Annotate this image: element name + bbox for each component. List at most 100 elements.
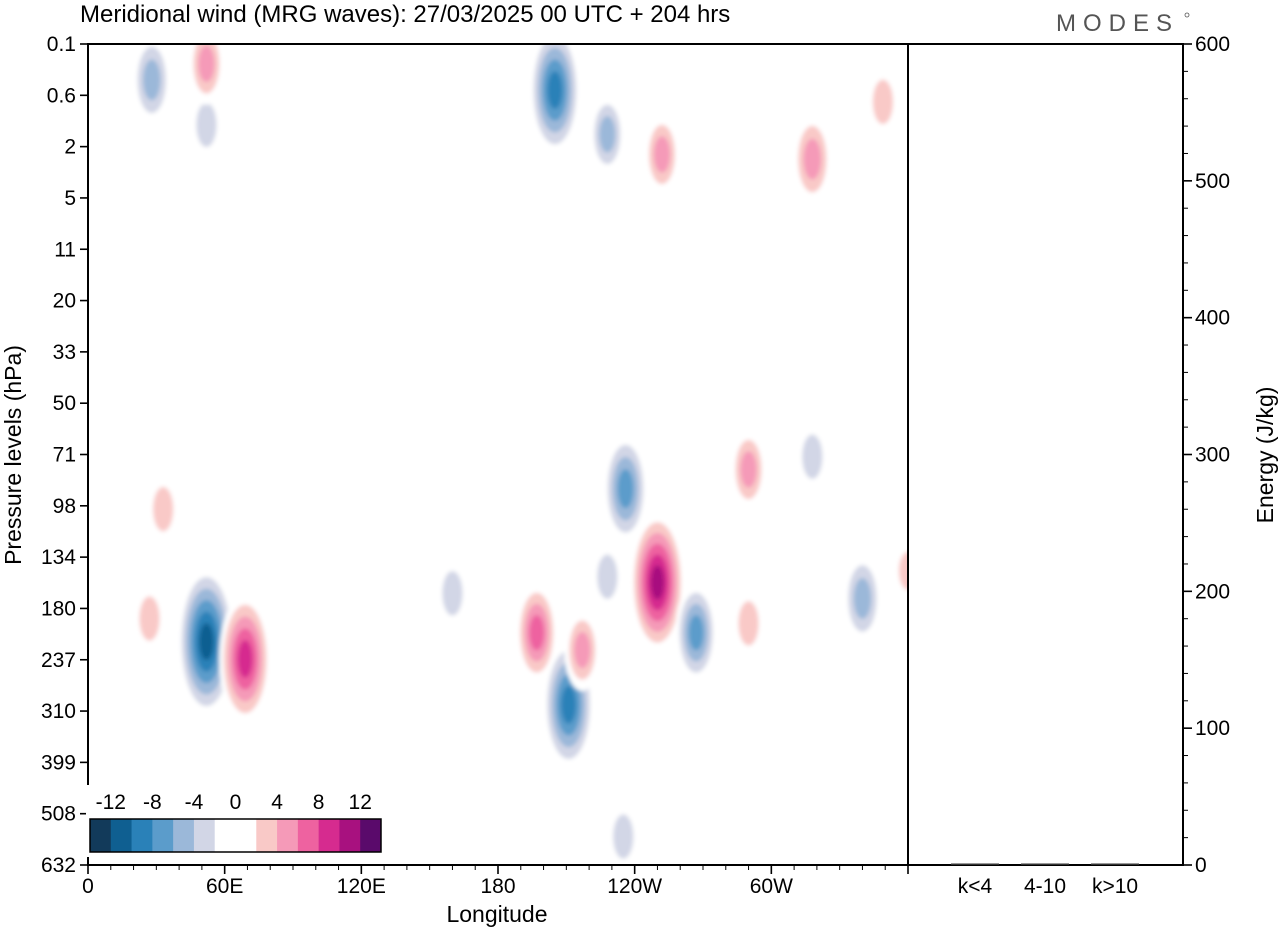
- heatmap-feature: [792, 113, 832, 206]
- heatmap-feature: [602, 432, 649, 545]
- heatmap-feature: [629, 511, 686, 654]
- heatmap-feature: [147, 230, 175, 283]
- colorbar-swatch: [360, 819, 382, 852]
- x-tick-label: 180: [480, 875, 515, 898]
- colorbar-swatch: [256, 819, 278, 852]
- heatmap-contour: [613, 814, 634, 859]
- colorbar-swatch: [110, 819, 132, 852]
- x-tick-label: 120E: [337, 875, 386, 898]
- heatmap-feature: [893, 539, 908, 602]
- heatmap-contour: [279, 171, 307, 224]
- heatmap-feature: [842, 552, 883, 645]
- heatmap-frame: [87, 43, 909, 866]
- heatmap-feature: [515, 581, 558, 684]
- heatmap-feature: [674, 581, 718, 684]
- heatmap-feature: [621, 159, 648, 212]
- heatmap-feature: [132, 44, 172, 126]
- colorbar: -12 -8 -4 0 4 8 12: [86, 785, 385, 857]
- y-tick-label: 5: [64, 187, 76, 210]
- heatmap-feature: [436, 557, 469, 630]
- heatmap-contour: [263, 587, 291, 640]
- heatmap-feature: [146, 473, 180, 546]
- heatmap-feature: [530, 802, 557, 855]
- heatmap-contour: [462, 183, 489, 236]
- y-tick-label: 310: [41, 700, 76, 723]
- heatmap-feature: [219, 592, 272, 725]
- y-tick-label: 98: [53, 495, 76, 518]
- heatmap-contour: [530, 802, 557, 855]
- energy-bar: [1091, 863, 1139, 865]
- heatmap-contour: [153, 486, 174, 532]
- y-tick-label: 237: [41, 649, 76, 672]
- colorbar-label: 8: [313, 791, 325, 814]
- colorbar-swatch: [214, 819, 236, 852]
- heatmap-feature: [606, 800, 640, 865]
- energy-tick-label: 400: [1195, 307, 1230, 330]
- energy-tick-label: 600: [1195, 33, 1230, 56]
- heatmap-feature: [188, 44, 225, 105]
- heatmap-feature: [115, 319, 143, 372]
- colorbar-swatch: [90, 819, 112, 852]
- colorbar-label: -8: [143, 791, 162, 814]
- heatmap-feature: [336, 391, 364, 444]
- energy-category-label: 4-10: [1024, 875, 1066, 898]
- heatmap-contour: [654, 136, 670, 173]
- colorbar-swatch: [152, 819, 174, 852]
- colorbar-frame: [89, 818, 382, 853]
- energy-tick-label: 100: [1195, 717, 1230, 740]
- heatmap-contour: [198, 45, 215, 83]
- energy-axis-label: Energy (J/kg): [1252, 387, 1278, 524]
- y-tick-label: 508: [41, 803, 76, 826]
- y-tick-label: 399: [41, 751, 76, 774]
- x-tick-label: 60W: [750, 875, 793, 898]
- heatmap-contour: [196, 102, 217, 148]
- colorbar-label: -4: [185, 791, 204, 814]
- x-axis-label: Longitude: [446, 901, 547, 927]
- brand-mark-icon: [1184, 12, 1190, 18]
- heatmap-contour: [599, 116, 616, 153]
- heatmap-contour: [803, 138, 822, 180]
- y-tick-label: 0.6: [47, 84, 76, 107]
- heatmap-contour: [574, 631, 591, 669]
- heatmap-feature: [590, 540, 624, 613]
- colorbar-label: 4: [271, 791, 283, 814]
- colorbar-swatch: [277, 819, 299, 852]
- x-tick-label: 60E: [206, 875, 243, 898]
- heatmap-feature: [528, 44, 581, 157]
- heatmap-contour: [740, 451, 757, 488]
- heatmap-contour: [139, 596, 160, 641]
- y-tick-label: 71: [53, 444, 76, 467]
- heatmap-contour: [872, 79, 894, 125]
- heatmap-contour: [898, 551, 908, 590]
- energy-bar: [1021, 863, 1069, 865]
- colorbar-swatch: [131, 819, 153, 852]
- x-tick-label: 120W: [607, 875, 662, 898]
- heatmap-contour: [738, 601, 759, 646]
- longitude-axis: 0 60E 120E 180 120W 60W: [82, 865, 909, 898]
- heatmap-feature: [732, 587, 765, 660]
- y-tick-label: 632: [41, 854, 76, 877]
- heatmap-contour: [529, 614, 545, 651]
- heatmap-contour: [442, 571, 463, 616]
- y-tick-label: 20: [53, 290, 76, 313]
- chart-title: Meridional wind (MRG waves): 27/03/2025 …: [80, 1, 730, 28]
- heatmap-feature: [279, 171, 307, 224]
- heatmap-contour: [115, 319, 143, 372]
- heatmap-contour: [650, 565, 665, 600]
- energy-tick-label: 0: [1195, 854, 1207, 877]
- heatmap-contour: [621, 159, 648, 212]
- colorbar-swatch: [339, 819, 361, 852]
- heatmap-contour: [561, 685, 577, 724]
- heatmap-feature: [133, 582, 166, 655]
- energy-panel-frame: [907, 43, 1184, 866]
- colorbar-swatch: [318, 819, 340, 852]
- heatmap-contour: [688, 614, 704, 651]
- y-tick-label: 134: [41, 546, 76, 569]
- energy-category-label: k>10: [1092, 875, 1138, 898]
- heatmap-feature: [263, 587, 291, 640]
- heatmap-contour: [802, 434, 823, 479]
- heatmap-feature: [165, 349, 193, 402]
- colorbar-label: 12: [349, 791, 372, 814]
- y-tick-label: 11: [54, 238, 76, 261]
- heatmap-field: [115, 44, 908, 865]
